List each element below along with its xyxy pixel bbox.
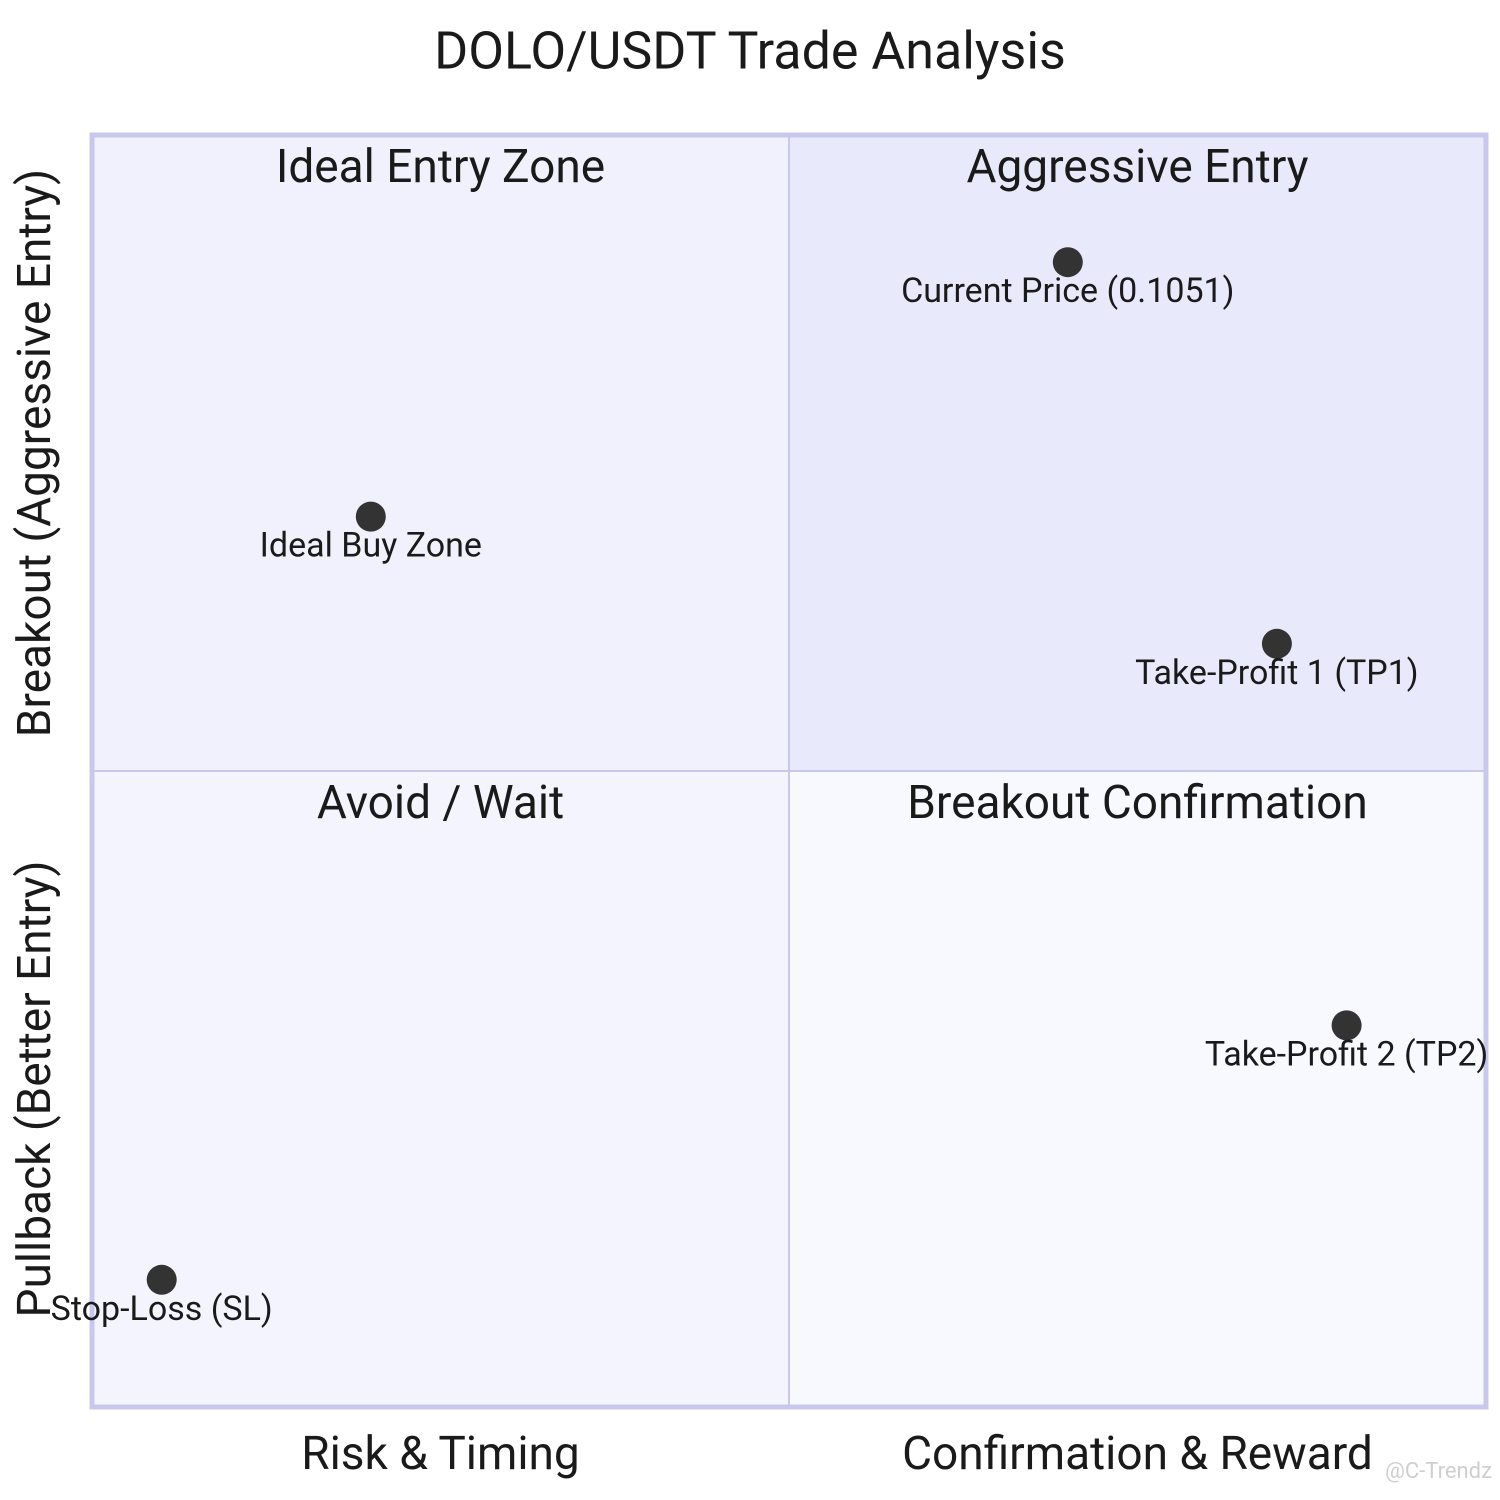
quadrant xyxy=(91,134,790,772)
point-label: Ideal Buy Zone xyxy=(260,526,482,566)
y-axis-label: Pullback (Better Entry) xyxy=(8,860,62,1317)
quadrant-label: Avoid / Wait xyxy=(317,776,564,830)
y-axis-label: Breakout (Aggressive Entry) xyxy=(8,169,62,737)
point xyxy=(1052,247,1083,278)
point-label: Stop-Loss (SL) xyxy=(51,1289,273,1329)
x-axis-label: Confirmation & Reward xyxy=(902,1427,1373,1481)
point xyxy=(1331,1010,1362,1041)
quadrant-label: Breakout Confirmation xyxy=(907,776,1368,830)
quadrant-label: Aggressive Entry xyxy=(966,140,1308,194)
point-label: Take-Profit 1 (TP1) xyxy=(1135,653,1419,693)
plot-border xyxy=(89,132,1489,1410)
x-axis-label: Risk & Timing xyxy=(301,1427,580,1481)
quadrant xyxy=(788,770,1487,1408)
point xyxy=(355,501,386,532)
point-label: Current Price (0.1051) xyxy=(901,271,1234,311)
point-label: Take-Profit 2 (TP2) xyxy=(1205,1034,1489,1074)
quadrant xyxy=(91,770,790,1408)
watermark: @C-Trendz xyxy=(1385,1459,1492,1484)
quadrant xyxy=(788,134,1487,772)
point xyxy=(1261,628,1292,659)
chart-title: DOLO/USDT Trade Analysis xyxy=(434,21,1066,82)
quadrant-label: Ideal Entry Zone xyxy=(276,140,605,194)
point xyxy=(146,1264,177,1295)
